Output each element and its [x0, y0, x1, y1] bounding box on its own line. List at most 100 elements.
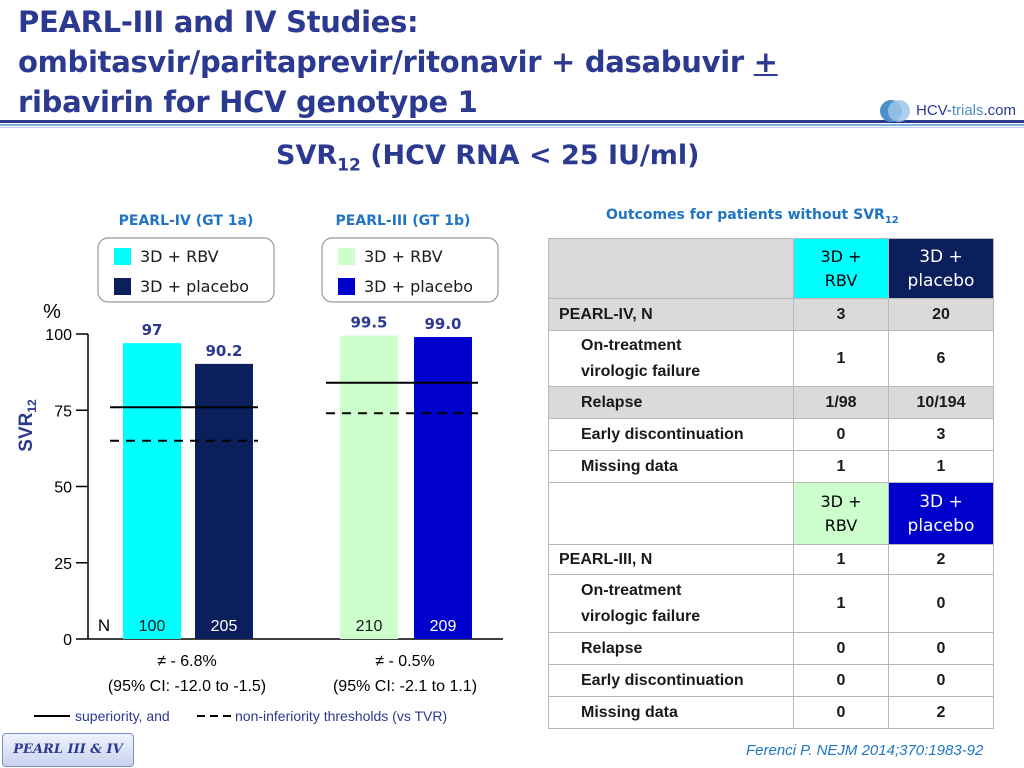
cell-rbv: 3 [793, 298, 889, 331]
y-tick-label: 50 [54, 480, 72, 497]
bar-value-label: 99.0 [424, 315, 461, 333]
row-label: PEARL-III, N [548, 544, 794, 575]
table-row: Relapse 0 0 [548, 632, 994, 665]
table-title-main: Outcomes for patients without SVR [606, 207, 885, 223]
row-label: On-treatment virologic failure [548, 330, 794, 387]
header-3d-placebo: 3D + placebo [888, 238, 994, 299]
cell-placebo: 20 [888, 298, 994, 331]
table-row: Early discontinuation 0 0 [548, 664, 994, 697]
ci-label: (95% CI: -12.0 to -1.5) [108, 678, 266, 695]
header-stripe-bottom [0, 127, 1024, 128]
table-row: Missing data 1 1 [548, 450, 994, 483]
bar-value-label: 99.5 [350, 314, 387, 332]
legend-label: 3D + RBV [364, 247, 443, 266]
header-stripe-mid [0, 124, 1024, 126]
bar [195, 363, 253, 639]
cell-rbv: 1 [793, 574, 889, 633]
hcv-trials-logo: HCV-trials.com [880, 98, 1020, 126]
row-label: Relapse [548, 386, 794, 419]
bar-value-label: 90.2 [205, 342, 242, 360]
cell-placebo: 10/194 [888, 386, 994, 419]
bar-n-label: 209 [430, 618, 457, 635]
cell-placebo: 1 [888, 450, 994, 483]
bar-n-label: 100 [139, 618, 166, 635]
y-tick-label: 100 [45, 327, 72, 344]
cell-rbv: 0 [793, 664, 889, 697]
header-3d-placebo: 3D + placebo [888, 482, 994, 545]
legend-box [97, 237, 275, 303]
legend-label: 3D + RBV [140, 247, 219, 266]
cell-placebo: 2 [888, 544, 994, 575]
bar-n-label: 210 [356, 618, 383, 635]
table-row: Missing data 0 2 [548, 696, 994, 729]
bar-n-label: 205 [211, 618, 238, 635]
row-label: Early discontinuation [548, 418, 794, 451]
legend-swatch [114, 248, 131, 265]
logo-circle-overlay-icon [888, 100, 910, 122]
cell-placebo: 3 [888, 418, 994, 451]
group-title: PEARL-III (GT 1b) [336, 213, 471, 229]
subtitle-rest: (HCV RNA < 25 IU/ml) [360, 140, 700, 171]
cell-rbv: 1/98 [793, 386, 889, 419]
bar [414, 337, 472, 639]
table-row: PEARL-III, N 1 2 [548, 544, 994, 575]
subtitle-main: SVR [276, 140, 338, 171]
table-header-row: 3D + RBV 3D + placebo [548, 482, 994, 545]
row-label: Missing data [548, 450, 794, 483]
cell-placebo: 2 [888, 696, 994, 729]
title-line-2: ombitasvir/paritaprevir/ritonavir + dasa… [18, 42, 898, 82]
bar [340, 335, 398, 639]
n-label: N [98, 616, 110, 635]
table-header-row: 3D + RBV 3D + placebo [548, 238, 994, 299]
row-label: Relapse [548, 632, 794, 665]
legend-swatch [338, 278, 355, 295]
header-stripe-top [0, 120, 1024, 123]
row-label: Missing data [548, 696, 794, 729]
legend-swatch [338, 248, 355, 265]
chart-subtitle: SVR12 (HCV RNA < 25 IU/ml) [276, 140, 700, 175]
legend-swatch [114, 278, 131, 295]
ci-label: (95% CI: -2.1 to 1.1) [333, 678, 477, 695]
table-title-subscript: 12 [884, 214, 899, 226]
cell-rbv: 1 [793, 450, 889, 483]
y-tick-label: 75 [54, 403, 72, 420]
title-line-3: ribavirin for HCV genotype 1 [18, 85, 478, 119]
y-tick-label: 0 [63, 632, 72, 649]
table-header-blank [548, 238, 794, 299]
row-label: On-treatment virologic failure [548, 574, 794, 633]
row-label-line2: virologic failure [581, 362, 701, 380]
study-badge: PEARL III & IV [2, 733, 134, 767]
table-row: On-treatment virologic failure 1 6 [548, 330, 994, 387]
y-axis-label: SVR12 [16, 399, 39, 452]
header-rbv-line1: 3D + [820, 246, 862, 266]
cell-rbv: 1 [793, 544, 889, 575]
table-row: Early discontinuation 0 3 [548, 418, 994, 451]
table-title: Outcomes for patients without SVR12 [606, 207, 899, 226]
table-row: On-treatment virologic failure 1 0 [548, 574, 994, 633]
difference-label: ≠ - 6.8% [157, 653, 216, 670]
logo-text-com: .com [983, 102, 1017, 119]
row-label-line1: On-treatment [581, 581, 682, 599]
outcomes-table: 3D + RBV 3D + placebo PEARL-IV, N 3 20 On-… [548, 238, 994, 729]
bar [123, 343, 181, 639]
bar-value-label: 97 [142, 321, 163, 339]
y-unit-label: % [43, 301, 61, 323]
header-3d-rbv: 3D + RBV [793, 238, 889, 299]
citation: Ferenci P. NEJM 2014;370:1983-92 [746, 742, 984, 759]
row-label: Early discontinuation [548, 664, 794, 697]
row-label-line2: virologic failure [581, 607, 701, 625]
header-rbv-line2: RBV [824, 270, 858, 290]
cell-rbv: 0 [793, 418, 889, 451]
title-line-1: PEARL-III and IV Studies: [18, 5, 419, 39]
difference-label: ≠ - 0.5% [375, 653, 434, 670]
cell-rbv: 0 [793, 632, 889, 665]
legend-label: 3D + placebo [140, 277, 249, 296]
cell-placebo: 0 [888, 632, 994, 665]
header-placebo-line2: placebo [907, 270, 975, 291]
group-title: PEARL-IV (GT 1a) [119, 213, 254, 229]
header-placebo-line1: 3D + [919, 246, 963, 267]
subtitle-subscript: 12 [337, 155, 361, 176]
header-placebo-line1: 3D + [919, 491, 963, 512]
legend-label: 3D + placebo [364, 277, 473, 296]
footnote-dashed-label: non-inferiority thresholds (vs TVR) [235, 708, 447, 724]
